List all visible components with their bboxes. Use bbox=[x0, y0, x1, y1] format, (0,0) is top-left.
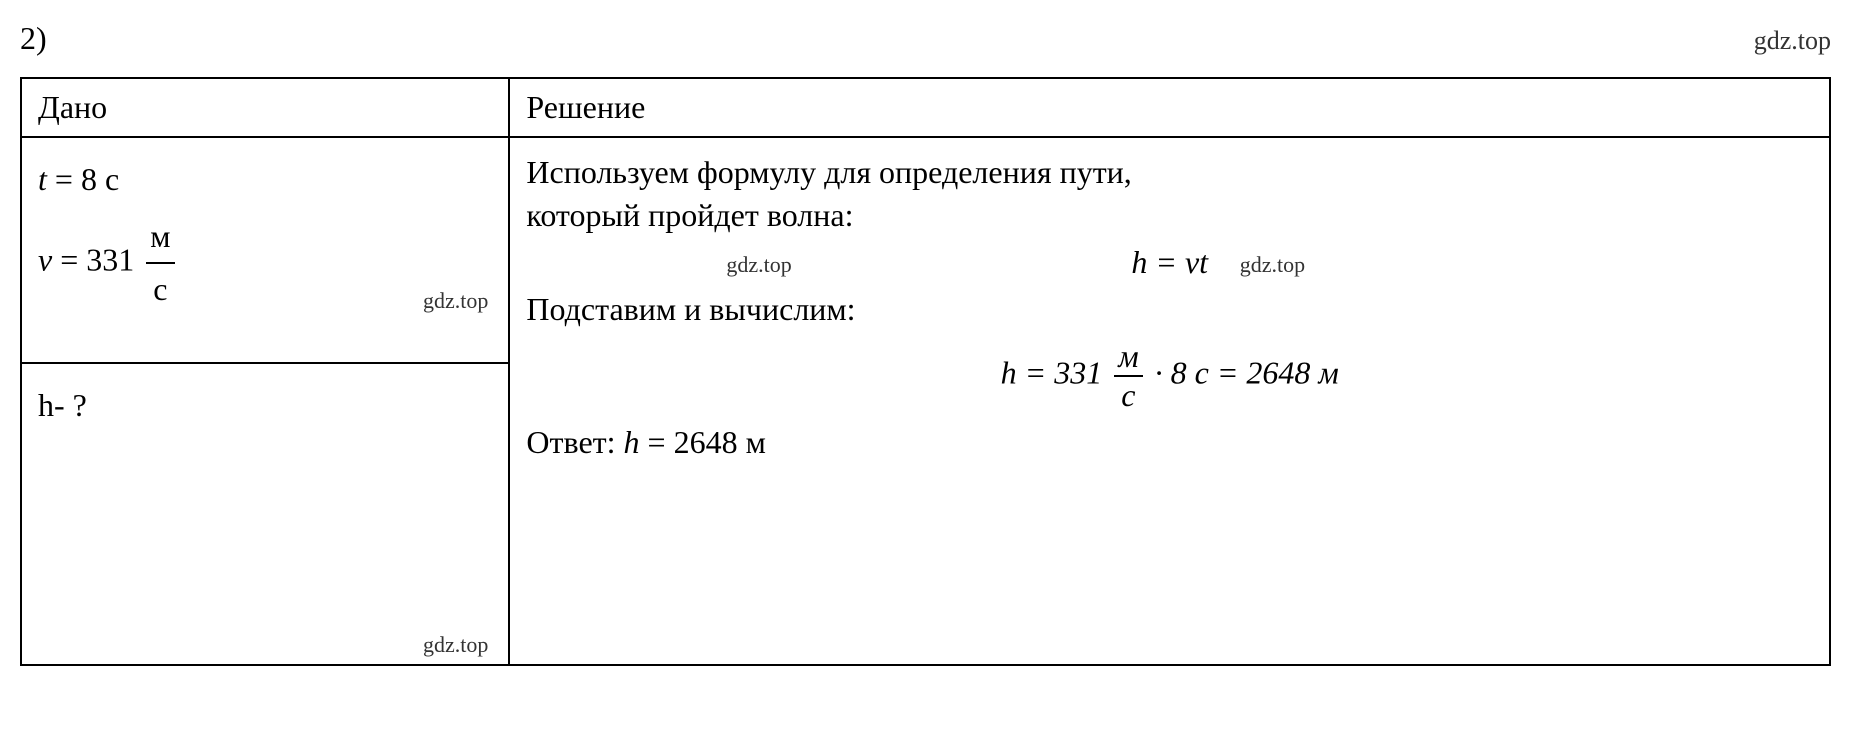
given-data-cell: t = 8 с v = 331 м с gdz.top bbox=[21, 137, 509, 363]
formula1-vt: vt bbox=[1185, 244, 1208, 280]
answer-label: Ответ: bbox=[526, 424, 623, 460]
v-unit-num: м bbox=[146, 211, 174, 264]
table-data-row-1: t = 8 с v = 331 м с gdz.top bbox=[21, 137, 1830, 363]
page-container: 2) gdz.top Дано Решение t = 8 с v = 331 bbox=[20, 20, 1831, 666]
answer-h: h bbox=[624, 424, 640, 460]
formula1-eq: = bbox=[1147, 244, 1185, 280]
formula2-unit-den: с bbox=[1114, 377, 1142, 414]
find-h-line: h- ? bbox=[38, 380, 492, 431]
t-value: = 8 с bbox=[55, 161, 119, 197]
answer-value: = 2648 м bbox=[640, 424, 766, 460]
formula2-h: h bbox=[1001, 354, 1017, 390]
answer-line: Ответ: h = 2648 м bbox=[526, 424, 1813, 461]
solution-line-2: который пройдет волна: bbox=[526, 197, 1813, 234]
v-unit-den: с bbox=[146, 264, 174, 315]
formula2-unit-fraction: м с bbox=[1114, 338, 1142, 414]
solution-line-3: Подставим и вычислим: bbox=[526, 291, 1813, 328]
given-find-cell: h- ? gdz.top bbox=[21, 363, 509, 665]
formula-1: h = vt bbox=[1131, 244, 1208, 281]
formula2-unit-num: м bbox=[1114, 338, 1142, 377]
formula2-eq1: = 331 bbox=[1017, 354, 1103, 390]
solution-header: Решение bbox=[509, 78, 1830, 137]
formula1-h: h bbox=[1131, 244, 1147, 280]
formula-1-row: gdz.top h = vt gdz.top bbox=[526, 244, 1813, 281]
watermark-given-2: gdz.top bbox=[423, 632, 488, 658]
table-header-row: Дано Решение bbox=[21, 78, 1830, 137]
solution-line-1: Используем формулу для определения пути, bbox=[526, 154, 1813, 191]
v-unit-fraction: м с bbox=[146, 211, 174, 315]
watermark-top: gdz.top bbox=[1754, 26, 1831, 56]
t-var: t bbox=[38, 161, 47, 197]
watermark-given-1: gdz.top bbox=[423, 288, 488, 314]
solution-table: Дано Решение t = 8 с v = 331 м с bbox=[20, 77, 1831, 666]
formula-2-row: h = 331 м с · 8 с = 2648 м bbox=[526, 338, 1813, 414]
item-number: 2) bbox=[20, 20, 47, 57]
v-var: v bbox=[38, 242, 52, 278]
watermark-formula-right: gdz.top bbox=[1240, 252, 1305, 278]
watermark-formula-left: gdz.top bbox=[726, 252, 791, 278]
given-t-line: t = 8 с bbox=[38, 154, 492, 205]
formula2-mult: · 8 с = 2648 м bbox=[1147, 354, 1339, 390]
formula-2: h = 331 м с · 8 с = 2648 м bbox=[1001, 338, 1339, 414]
solution-body-cell: Используем формулу для определения пути,… bbox=[509, 137, 1830, 665]
header-row: 2) gdz.top bbox=[20, 20, 1831, 57]
v-value-prefix: = 331 bbox=[60, 242, 134, 278]
given-header: Дано bbox=[21, 78, 509, 137]
